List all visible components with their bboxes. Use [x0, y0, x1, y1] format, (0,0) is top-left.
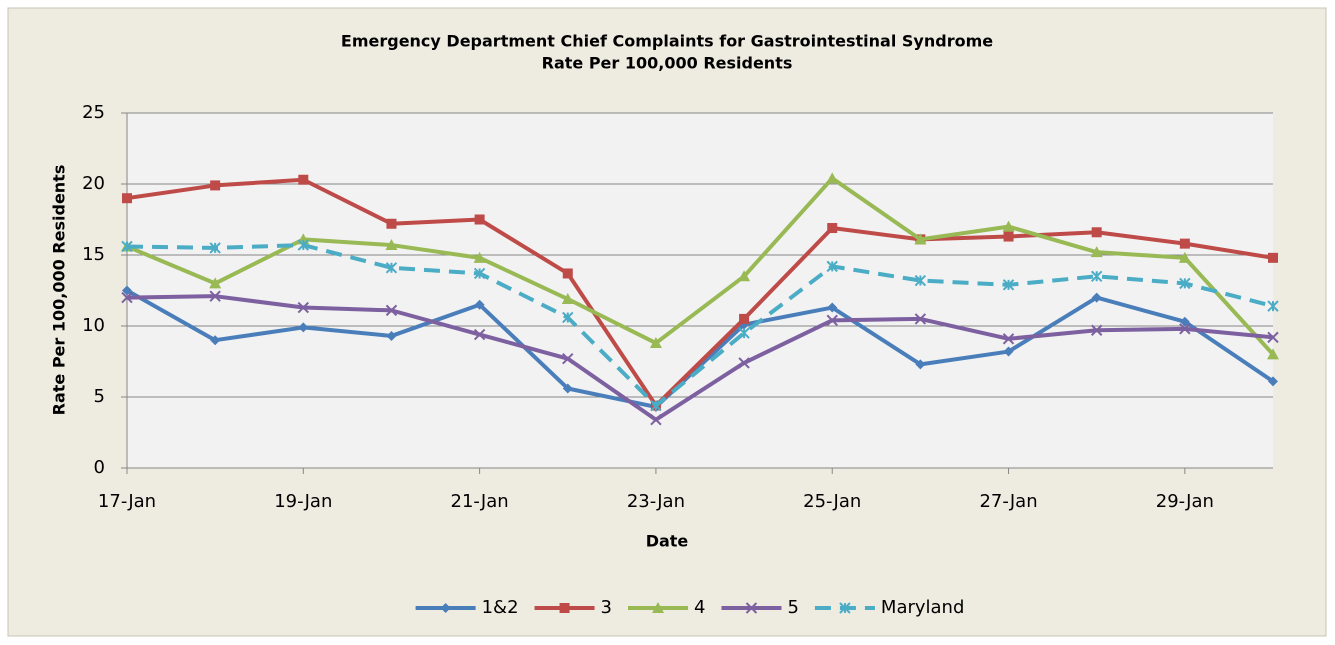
- marker: [914, 274, 927, 287]
- y-tick-label: 0: [94, 457, 105, 478]
- marker: [1267, 331, 1279, 344]
- marker: [386, 330, 397, 341]
- marker: [1179, 238, 1190, 249]
- marker: [385, 304, 398, 317]
- marker: [826, 260, 838, 273]
- y-tick-label: 10: [82, 315, 105, 336]
- legend-label: 4: [694, 597, 705, 618]
- legend-label: 5: [787, 597, 798, 618]
- marker: [826, 314, 838, 327]
- marker: [826, 172, 839, 184]
- marker: [827, 302, 838, 313]
- x-tick-label: 23-Jan: [627, 491, 685, 512]
- marker: [649, 337, 662, 349]
- marker: [1268, 252, 1278, 263]
- marker: [210, 335, 221, 346]
- x-tick-label: 25-Jan: [803, 491, 861, 512]
- marker: [385, 239, 398, 251]
- series-line: [126, 294, 1274, 422]
- marker: [1179, 316, 1190, 327]
- legend-label: Maryland: [881, 597, 964, 618]
- chart-subtitle: Rate Per 100,000 Residents: [542, 54, 793, 73]
- marker: [122, 285, 132, 296]
- marker: [440, 603, 451, 613]
- marker: [121, 240, 133, 253]
- marker: [1267, 348, 1279, 360]
- marker: [1178, 251, 1191, 263]
- marker: [1179, 323, 1191, 335]
- marker: [297, 239, 310, 251]
- y-tick-label: 25: [82, 102, 105, 123]
- marker: [738, 327, 750, 339]
- marker: [385, 262, 398, 274]
- marker: [652, 602, 665, 613]
- marker: [562, 383, 573, 394]
- marker: [739, 313, 750, 324]
- marker: [914, 233, 927, 245]
- x-tick-label: 29-Jan: [1156, 491, 1214, 512]
- marker: [121, 291, 133, 304]
- series-line: [126, 288, 1275, 409]
- marker: [915, 359, 926, 370]
- marker: [650, 399, 662, 412]
- series-line: [126, 176, 1275, 356]
- marker: [745, 602, 758, 614]
- marker: [1268, 376, 1278, 387]
- marker: [297, 301, 310, 314]
- marker: [474, 299, 485, 310]
- marker: [562, 352, 574, 365]
- marker: [650, 414, 662, 426]
- marker: [827, 223, 838, 234]
- marker: [298, 322, 309, 333]
- marker: [562, 268, 573, 279]
- marker: [210, 180, 221, 191]
- marker: [473, 251, 486, 263]
- marker: [474, 214, 485, 225]
- marker: [209, 242, 221, 254]
- marker: [298, 174, 309, 185]
- marker: [738, 270, 751, 282]
- plot-area: [127, 113, 1273, 468]
- legend-label: 3: [601, 597, 612, 618]
- marker: [209, 277, 222, 289]
- x-tick-label: 21-Jan: [451, 491, 509, 512]
- marker: [1090, 324, 1103, 336]
- marker: [561, 293, 574, 305]
- marker: [839, 602, 851, 614]
- marker: [122, 193, 132, 204]
- legend-label: 1&2: [482, 597, 519, 618]
- marker: [562, 311, 574, 324]
- marker: [914, 313, 927, 325]
- x-axis-label: Date: [646, 532, 689, 551]
- x-tick-label: 19-Jan: [274, 491, 332, 512]
- x-tick-label: 17-Jan: [98, 491, 156, 512]
- y-tick-label: 20: [82, 173, 105, 194]
- marker: [1003, 346, 1014, 357]
- marker: [1091, 292, 1102, 303]
- marker: [473, 267, 486, 280]
- marker: [1002, 220, 1015, 232]
- marker: [559, 603, 570, 613]
- marker: [473, 328, 486, 341]
- marker: [1002, 333, 1015, 345]
- legend: 1&2 3 4 5 Maryland: [415, 597, 964, 618]
- marker: [1267, 300, 1279, 312]
- y-axis-label: Rate Per 100,000 Residents: [50, 165, 69, 416]
- y-tick-label: 5: [94, 386, 105, 407]
- chart-title: Emergency Department Chief Complaints fo…: [341, 32, 993, 51]
- marker: [1091, 227, 1102, 238]
- marker: [1002, 279, 1015, 291]
- marker: [738, 357, 750, 369]
- marker: [386, 218, 397, 229]
- marker: [1179, 277, 1191, 290]
- y-tick-label: 15: [82, 244, 105, 265]
- marker: [1003, 231, 1014, 242]
- marker: [1090, 246, 1103, 258]
- series-line: [126, 243, 1274, 408]
- marker: [1090, 270, 1103, 283]
- x-tick-label: 27-Jan: [979, 491, 1037, 512]
- series-line: [126, 177, 1274, 408]
- marker: [209, 290, 221, 302]
